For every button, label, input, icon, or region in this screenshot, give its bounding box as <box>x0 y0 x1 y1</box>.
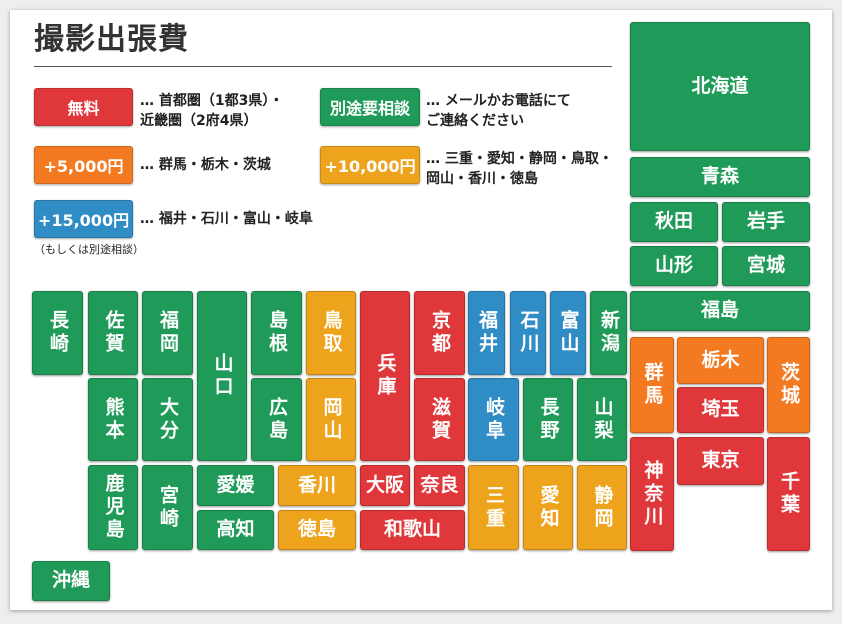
pref-mie: 三重 <box>468 465 519 550</box>
pref-kagoshima: 鹿児島 <box>88 465 138 550</box>
pref-chiba: 千葉 <box>767 437 810 551</box>
pref-ishikawa: 石川 <box>510 291 546 375</box>
pref-osaka: 大阪 <box>360 465 410 506</box>
pref-okayama: 岡山 <box>306 378 356 461</box>
pref-wakayama: 和歌山 <box>360 510 465 550</box>
pref-kanagawa: 神奈川 <box>630 437 674 551</box>
pref-toyama: 富山 <box>550 291 586 375</box>
legend-badge-plus10000: +10,000円 <box>320 146 420 184</box>
legend-badge-consult: 別途要相談 <box>320 88 420 126</box>
legend-note-plus5000: … 群馬・栃木・茨城 <box>140 157 271 173</box>
page-title: 撮影出張費 <box>34 22 189 57</box>
pref-yamaguchi: 山口 <box>197 291 247 461</box>
pref-yamanashi: 山梨 <box>577 378 627 461</box>
pref-ibaraki: 茨城 <box>767 337 810 433</box>
pref-tokyo: 東京 <box>677 437 764 485</box>
pref-tottori: 鳥取 <box>306 291 356 375</box>
pref-akita: 秋田 <box>630 202 718 242</box>
pref-miyazaki: 宮崎 <box>142 465 193 550</box>
pref-iwate: 岩手 <box>722 202 810 242</box>
pref-yamagata: 山形 <box>630 246 718 286</box>
pref-niigata: 新潟 <box>590 291 627 375</box>
pref-okinawa: 沖縄 <box>32 561 110 601</box>
legend-subnote-plus15000: （もしくは別途相談） <box>34 243 144 256</box>
pref-nara: 奈良 <box>414 465 465 506</box>
pref-hiroshima: 広島 <box>251 378 302 461</box>
legend-note-free: … 首都圏（1都3県）・ 近畿圏（2府4県） <box>140 93 284 129</box>
pref-gifu: 岐阜 <box>468 378 519 461</box>
pref-shiga: 滋賀 <box>414 378 465 461</box>
pref-kochi: 高知 <box>197 510 274 550</box>
legend-note-plus10000: … 三重・愛知・静岡・鳥取・ 岡山・香川・徳島 <box>426 151 613 187</box>
pref-shimane: 島根 <box>251 291 302 375</box>
pref-gunma: 群馬 <box>630 337 674 433</box>
pref-nagasaki: 長崎 <box>32 291 83 375</box>
pref-saga: 佐賀 <box>88 291 138 375</box>
pref-miyagi: 宮城 <box>722 246 810 286</box>
pref-hokkaido: 北海道 <box>630 22 810 151</box>
pref-oita: 大分 <box>142 378 193 461</box>
pref-shizuoka: 静岡 <box>577 465 627 550</box>
pref-hyogo: 兵庫 <box>360 291 410 461</box>
legend-badge-plus15000: +15,000円 <box>34 200 133 238</box>
pref-nagano: 長野 <box>523 378 573 461</box>
pref-ehime: 愛媛 <box>197 465 274 506</box>
pref-aomori: 青森 <box>630 157 810 197</box>
legend-note-plus15000: … 福井・石川・富山・岐阜 <box>140 211 313 227</box>
pref-kumamoto: 熊本 <box>88 378 138 461</box>
legend-badge-free: 無料 <box>34 88 133 126</box>
pref-tokushima: 徳島 <box>278 510 356 550</box>
pref-saitama: 埼玉 <box>677 387 764 433</box>
pref-tochigi: 栃木 <box>677 337 764 384</box>
legend-badge-plus5000: +5,000円 <box>34 146 133 184</box>
pref-fukui: 福井 <box>468 291 505 375</box>
legend-note-consult: … メールかお電話にて ご連絡ください <box>426 93 571 129</box>
pref-fukuoka: 福岡 <box>142 291 193 375</box>
title-divider <box>34 66 612 67</box>
pref-fukushima: 福島 <box>630 291 810 331</box>
pref-aichi: 愛知 <box>523 465 573 550</box>
pref-kagawa: 香川 <box>278 465 356 506</box>
pref-kyoto: 京都 <box>414 291 465 375</box>
